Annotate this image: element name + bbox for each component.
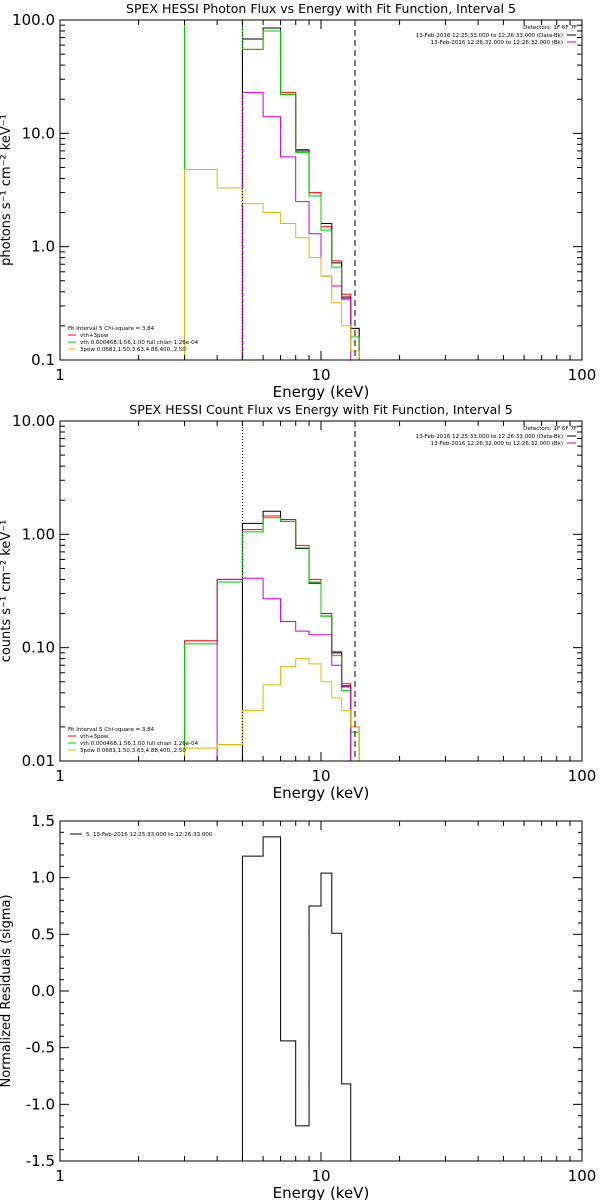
series-5-histogram [184,658,360,761]
fit-legend-text: 3pow 0.0681,1.50,3.63,4.88,400.,2.50 [80,347,186,353]
top-legend-text: 13-Feb-2016 12:26:32.000 to 12:26:32.000… [431,40,563,46]
fit-legend-text: vth 0.000468,1.56,1.00 full chian 1.26e-… [80,741,199,747]
fit-legend-text: vth+3pow [80,734,109,740]
series-group [241,836,352,1161]
y-tick-label: 1.0 [31,869,55,887]
y-tick-label: -1.0 [26,1095,55,1113]
y-axis-label: counts s⁻¹ cm⁻² keV⁻¹ [0,520,14,663]
y-tick-label: 10.0 [22,124,55,142]
x-tick-label: 1 [55,366,65,384]
y-tick-label: 10.00 [12,412,55,430]
fit-legend-text: vth 0.000468,1.56,1.00 full chian 1.26e-… [80,340,199,346]
x-axis-label: Energy (keV) [273,1184,370,1200]
top-legend-text: 13-Feb-2016 12:25:33.000 to 12:26:33.000… [416,434,563,440]
y-tick-label: 0.1 [31,351,55,369]
x-tick-label: 10 [311,1167,330,1185]
x-tick-label: 10 [311,767,330,785]
chart-title: SPEX HESSI Count Flux vs Energy with Fit… [129,402,512,417]
y-tick-label: -1.5 [26,1152,55,1170]
x-axis-label: Energy (keV) [273,784,370,802]
x-tick-label: 10 [311,366,330,384]
y-tick-label: 0.01 [22,752,55,770]
series-group [184,20,368,360]
axes-frame [59,19,583,361]
y-tick-label: -0.5 [26,1039,55,1057]
series-3-histogram [184,20,360,360]
series-2-histogram [241,510,352,761]
top-legend-text: 13-Feb-2016 12:25:33.000 to 12:26:33.000… [416,33,563,39]
y-axis-label: Normalized Residuals (sigma) [0,894,14,1087]
y-tick-label: 0.0 [31,982,55,1000]
x-axis-label: Energy (keV) [273,383,370,401]
fit-legend-header: Fit Interval 5 Chi-square = 3.84 [68,727,155,733]
series-4-histogram [241,91,352,360]
x-tick-label: 100 [568,366,597,384]
series-5-histogram [184,168,360,360]
y-tick-label: 100.0 [12,11,55,29]
series-group [184,510,368,761]
top-legend-text: 13-Feb-2016 12:26:32.000 to 12:26:32.000… [431,441,563,447]
y-axis-label: photons s⁻¹ cm⁻² keV⁻¹ [0,114,14,266]
x-tick-label: 100 [568,767,597,785]
y-tick-label: 1.0 [31,238,55,256]
y-tick-label: 0.10 [22,639,55,657]
axes-frame [59,820,583,1162]
series-3-histogram [184,517,360,761]
detectors-label: Detectors: 1F 6F 7F [523,25,577,31]
x-tick-label: 1 [55,767,65,785]
series-4-histogram [216,577,352,761]
chart-title: SPEX HESSI Photon Flux vs Energy with Fi… [126,1,516,16]
series-1-histogram [241,30,368,360]
series-1-histogram [241,836,352,1161]
fit-legend-header: Fit Interval 5 Chi-square = 3.84 [68,326,155,332]
fit-legend-text: vth+3pow [80,333,109,339]
series-1-histogram [184,515,368,761]
residual-legend-text: 5, 13-Feb-2016 12:25:33.000 to 12:26:33.… [86,832,213,838]
detectors-label: Detectors: 1F 6F 7F [523,426,577,432]
y-tick-label: 0.5 [31,925,55,943]
x-tick-label: 100 [568,1167,597,1185]
fit-legend-text: 3pow 0.0681,1.50,3.63,4.88,400.,2.50 [80,748,186,754]
panel-2: SPEX HESSI Count Flux vs Energy with Fit… [0,402,596,802]
panel-1: SPEX HESSI Photon Flux vs Energy with Fi… [0,1,597,401]
panel-3: 1 10 100 -1.5 -1.0 -0.5 0.0 0.5 1.0 1.5 Energy (ke… [0,812,596,1200]
y-tick-label: 1.5 [31,812,55,830]
y-tick-label: 1.00 [22,525,55,543]
x-tick-label: 1 [55,1167,65,1185]
